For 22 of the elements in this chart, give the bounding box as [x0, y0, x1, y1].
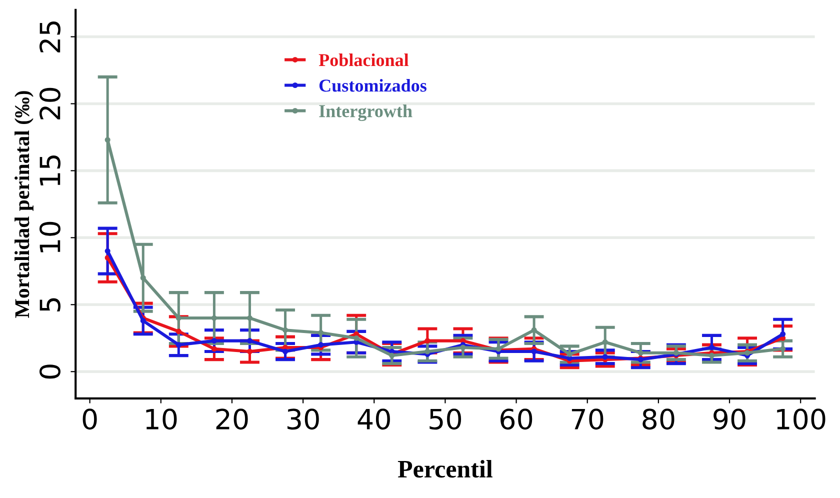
y-tick-label: 20: [39, 88, 60, 120]
x-axis-title: Percentil: [398, 460, 492, 478]
y-tick-label: 10: [39, 222, 60, 252]
x-tick-label: 20: [216, 408, 248, 430]
legend-label: Customizados: [319, 79, 426, 92]
x-tick-label: 0: [82, 408, 97, 430]
legend-label: Poblacional: [318, 54, 409, 66]
x-tick-label: 100: [777, 408, 826, 430]
x-tick-label: 40: [358, 408, 390, 430]
y-tick-label: 15: [40, 155, 60, 186]
x-tick-label: 10: [146, 408, 177, 430]
legend-label: Intergrowth: [319, 104, 412, 122]
y-tick-label: 25: [39, 22, 60, 52]
y-tick-label: 5: [40, 298, 60, 312]
x-tick-label: 30: [287, 408, 319, 430]
x-tick-label: 60: [500, 408, 532, 430]
x-tick-label: 90: [714, 408, 746, 430]
x-tick-label: 70: [572, 408, 604, 430]
x-tick-label: 80: [642, 408, 674, 430]
y-tick-label: 0: [39, 364, 60, 379]
y-axis-title: Mortalidad perinatal (‰): [14, 91, 34, 318]
x-tick-label: 50: [430, 408, 462, 430]
